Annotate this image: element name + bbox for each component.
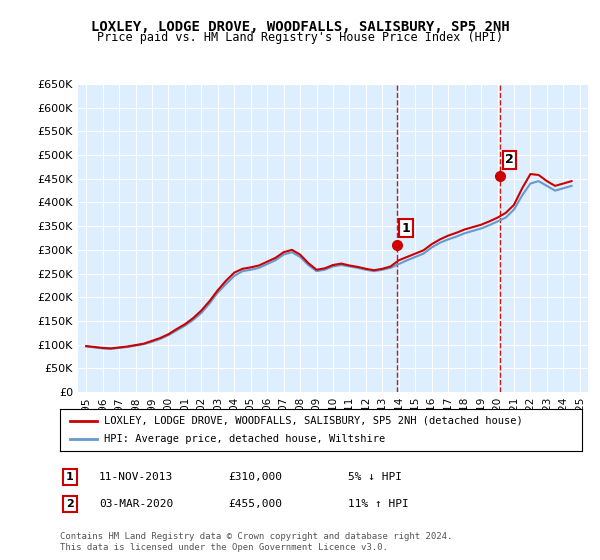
Text: Contains HM Land Registry data © Crown copyright and database right 2024.
This d: Contains HM Land Registry data © Crown c… [60, 532, 452, 552]
Text: HPI: Average price, detached house, Wiltshire: HPI: Average price, detached house, Wilt… [104, 434, 386, 444]
Text: 1: 1 [66, 472, 74, 482]
Text: 1: 1 [401, 222, 410, 235]
Text: Price paid vs. HM Land Registry's House Price Index (HPI): Price paid vs. HM Land Registry's House … [97, 31, 503, 44]
Text: 11-NOV-2013: 11-NOV-2013 [99, 472, 173, 482]
Text: LOXLEY, LODGE DROVE, WOODFALLS, SALISBURY, SP5 2NH: LOXLEY, LODGE DROVE, WOODFALLS, SALISBUR… [91, 20, 509, 34]
Text: 5% ↓ HPI: 5% ↓ HPI [348, 472, 402, 482]
Text: 2: 2 [505, 153, 514, 166]
Text: 11% ↑ HPI: 11% ↑ HPI [348, 499, 409, 509]
Text: 03-MAR-2020: 03-MAR-2020 [99, 499, 173, 509]
Text: LOXLEY, LODGE DROVE, WOODFALLS, SALISBURY, SP5 2NH (detached house): LOXLEY, LODGE DROVE, WOODFALLS, SALISBUR… [104, 416, 523, 426]
Text: £310,000: £310,000 [228, 472, 282, 482]
Text: £455,000: £455,000 [228, 499, 282, 509]
Text: 2: 2 [66, 499, 74, 509]
